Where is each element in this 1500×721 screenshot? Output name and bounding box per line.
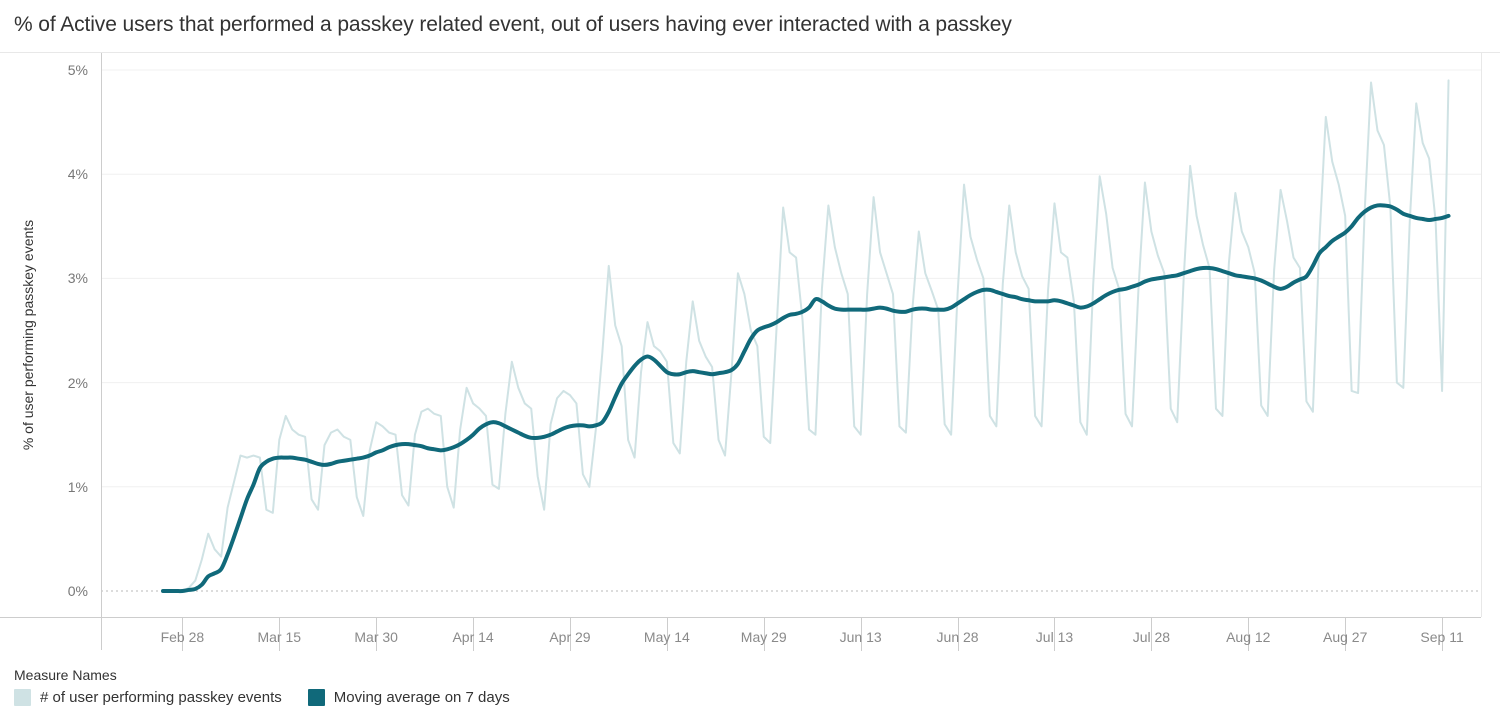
x-tick-label: May 14	[643, 629, 690, 645]
y-tick-label: 4%	[67, 166, 88, 183]
y-tick-label: 3%	[67, 270, 88, 287]
gridlines	[102, 69, 1481, 592]
x-tick-label: Jul 28	[1132, 629, 1171, 645]
plot-area	[102, 53, 1481, 617]
x-tick-mark	[1442, 618, 1444, 651]
x-tick-label: Sep 11	[1420, 629, 1464, 645]
x-tick-mark	[1151, 618, 1153, 651]
x-tick-mark	[473, 618, 475, 651]
x-tick-label: Aug 12	[1226, 629, 1271, 645]
x-tick-mark	[1248, 618, 1250, 651]
x-tick-label: Apr 29	[549, 629, 591, 645]
x-axis-line	[0, 617, 1481, 618]
x-tick-mark	[376, 618, 378, 651]
series-line-raw-events	[162, 79, 1450, 592]
page-title: % of Active users that performed a passk…	[14, 13, 1012, 36]
series-line-moving-average	[161, 203, 1451, 594]
series-paths	[161, 79, 1451, 594]
x-tick-mark	[957, 618, 959, 651]
y-tick-label: 5%	[67, 62, 88, 78]
y-axis-line	[101, 53, 102, 650]
x-tick-label: Mar 15	[257, 629, 302, 645]
x-tick-mark	[182, 618, 184, 651]
x-tick-label: Apr 14	[452, 629, 494, 645]
x-tick-mark	[1345, 618, 1347, 651]
y-tick-label: 1%	[67, 478, 88, 495]
x-tick-label: Jun 13	[839, 629, 882, 645]
x-tick-mark	[569, 618, 571, 651]
x-tick-label: May 29	[740, 629, 787, 645]
x-tick-label: Aug 27	[1322, 629, 1368, 645]
x-tick-mark	[279, 618, 281, 651]
legend-item-moving-average[interactable]: Moving average on 7 days	[307, 689, 510, 706]
x-tick-label: Mar 30	[354, 629, 398, 645]
legend-swatch[interactable]	[14, 689, 31, 706]
x-tick-label: Jun 28	[936, 629, 979, 645]
legend-title: Measure Names	[14, 667, 117, 683]
title-divider	[0, 52, 1500, 53]
x-tick-mark	[860, 618, 862, 651]
x-tick-label: Jul 13	[1035, 629, 1074, 645]
chart-plot-frame: 0% 1% 2% 3% 4% 5% Feb 28 Mar 15 Mar 30 Apr 14 Apr…	[0, 53, 1500, 658]
series-lines	[102, 69, 1481, 594]
plot-right-border	[1481, 53, 1482, 617]
y-tick-label: 0%	[67, 583, 88, 599]
x-tick-mark	[1054, 618, 1056, 651]
legend-items: # of user performing passkey events Movin…	[14, 689, 574, 706]
legend-item-raw-events[interactable]: # of user performing passkey events	[14, 689, 282, 706]
legend-label: # of user performing passkey events	[40, 689, 282, 706]
y-tick-label: 2%	[67, 374, 88, 391]
x-tick-label: Feb 28	[160, 629, 205, 645]
legend: Measure Names # of user performing passk…	[14, 667, 574, 706]
legend-label: Moving average on 7 days	[333, 689, 510, 706]
x-tick-mark	[666, 618, 668, 651]
legend-swatch[interactable]	[307, 689, 325, 706]
x-tick-mark	[763, 618, 765, 651]
